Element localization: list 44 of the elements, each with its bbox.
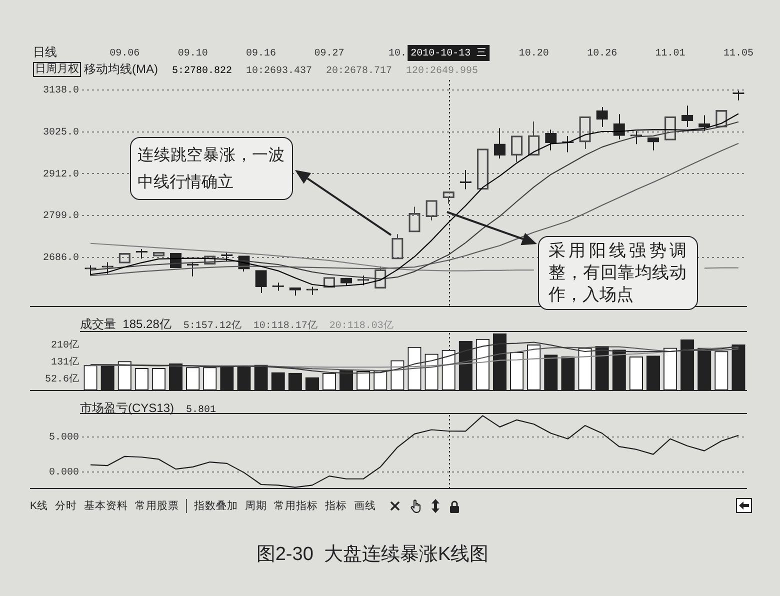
text: 10:118.17亿	[253, 320, 318, 334]
text: 5:2780.822	[172, 65, 232, 79]
text: 5.801	[186, 404, 216, 418]
x-tick-label: 11.05	[723, 48, 754, 60]
y-tick-label: 131亿	[50, 356, 79, 368]
x-tick-label: 11.01	[655, 48, 686, 60]
y-tick-label: 2912.0	[42, 169, 79, 180]
text: 20:2678.717	[326, 65, 392, 79]
y-tick-label: 210亿	[50, 339, 79, 352]
x-tick-label: 10.20	[518, 48, 549, 60]
x-tick-label: 09.06	[110, 48, 140, 60]
text: 画线	[354, 499, 376, 513]
text: 周期	[245, 499, 268, 513]
legend-title: 移动均线(MA)	[84, 62, 158, 76]
text: 指数叠加	[194, 499, 238, 513]
text: 分时	[55, 499, 78, 513]
x-tick-label: 09.16	[246, 48, 276, 60]
annotation: 连续跳空暴涨，一波中线行情确立	[138, 147, 284, 191]
x-tick-label: 09.27	[314, 48, 344, 60]
y-tick-label: 2686.0	[42, 253, 79, 264]
text: 5:157.12亿	[183, 320, 242, 334]
y-tick-label: 2799.0	[42, 211, 79, 222]
text: 20:118.03亿	[329, 320, 394, 334]
annotation: 采用阳线强势调整，有回靠均线动作，入场点	[548, 241, 686, 304]
text: 日线	[33, 45, 57, 59]
x-tick-label: 09.10	[178, 48, 208, 60]
y-tick-label: 3025.0	[42, 128, 79, 139]
text: 10:2693.437	[246, 65, 312, 79]
x-tick-label: 10.26	[587, 48, 618, 60]
y-tick-label: 0.000	[48, 467, 79, 478]
x-tick-label: 10.	[388, 48, 406, 60]
x-tick-label: 2010-10-13 三	[410, 48, 487, 60]
text: 常用股票	[135, 499, 180, 513]
legend-title: 成交量 185.28亿	[80, 317, 172, 331]
y-tick-label: 3138.0	[42, 86, 79, 97]
text: 指标	[325, 499, 348, 513]
text: 基本资料	[84, 499, 128, 513]
caption: 图2-30 大盘连续暴涨K线图	[255, 543, 490, 567]
text: 120:2649.995	[406, 65, 478, 79]
y-tick-label: 5.000	[48, 432, 79, 444]
text: 日周月权	[33, 62, 81, 77]
y-tick-label: 52.6亿	[44, 373, 79, 386]
text: 常用指标	[274, 499, 318, 513]
text: K线	[30, 499, 48, 513]
